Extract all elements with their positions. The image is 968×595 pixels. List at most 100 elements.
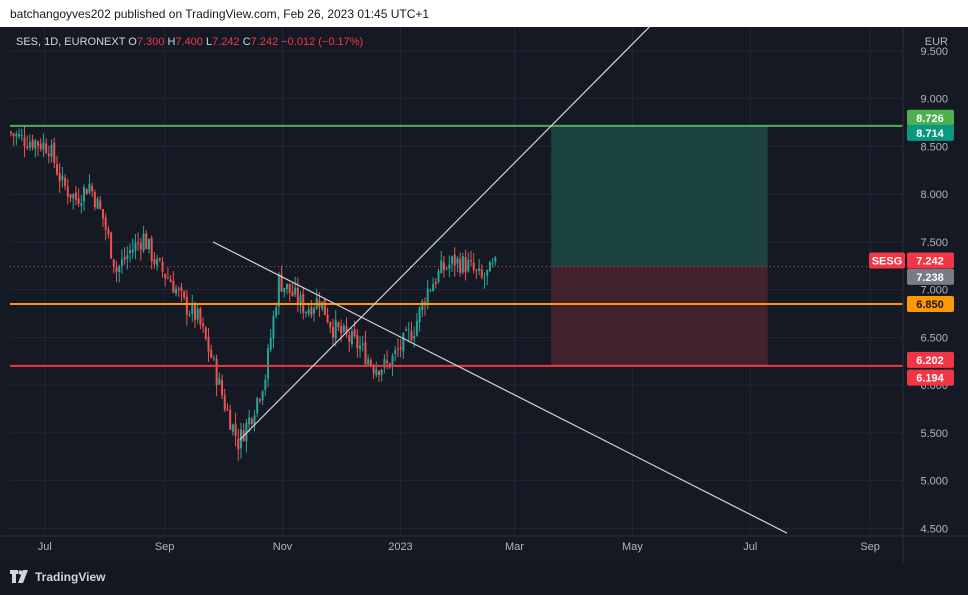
- price-labels: 8.726 8.714 7.242 SESG 7.238 6.850 6.202 6.194: [869, 109, 954, 386]
- candle-body: [212, 357, 215, 359]
- candle-body: [120, 259, 123, 267]
- candle-body: [126, 255, 129, 259]
- candle-body: [329, 322, 332, 328]
- candle-body: [396, 348, 399, 350]
- candle-body: [107, 228, 110, 235]
- trend-line: [212, 241, 788, 534]
- candle-body: [261, 391, 264, 401]
- candle-body: [375, 369, 378, 376]
- candle-body: [326, 314, 329, 323]
- candle-body: [386, 360, 389, 364]
- candle-body: [369, 360, 372, 366]
- candle-body: [191, 303, 194, 314]
- candle-body: [183, 291, 186, 298]
- candle-body: [64, 177, 67, 187]
- candle-body: [61, 175, 64, 181]
- tradingview-brand[interactable]: TradingView: [10, 570, 105, 584]
- y-tick-label: 8.500: [920, 141, 948, 153]
- candle-body: [164, 274, 167, 278]
- candle-body: [372, 366, 375, 374]
- close-label: C: [242, 36, 251, 48]
- candle-body: [169, 279, 172, 283]
- candle-body: [88, 183, 91, 193]
- candle-body: [426, 288, 429, 306]
- candle-body: [491, 263, 494, 265]
- price-axis[interactable]: 4.5005.0005.5006.0006.5007.0007.5008.000…: [902, 27, 948, 563]
- candle-body: [204, 327, 207, 339]
- candle-body: [74, 192, 77, 200]
- price-label-box: [907, 351, 954, 368]
- candle-body: [177, 288, 180, 290]
- publish-info: batchangoyves202 published on TradingVie…: [10, 7, 430, 21]
- candle-body: [364, 342, 367, 365]
- candle-body: [250, 418, 253, 424]
- price-label-text: 6.850: [916, 299, 944, 311]
- candle-body: [434, 281, 437, 284]
- candle-body: [218, 378, 221, 385]
- candle-body: [245, 422, 248, 442]
- candle-body: [26, 146, 29, 148]
- price-label-text: 7.242: [916, 256, 944, 268]
- price-label-box: [907, 124, 954, 141]
- candle-body: [410, 330, 413, 341]
- candle-body: [215, 358, 218, 385]
- candle-body: [418, 307, 421, 323]
- candle-body: [166, 277, 169, 279]
- candle-body: [429, 290, 432, 292]
- candle-body: [223, 395, 226, 410]
- candle-body: [472, 262, 475, 271]
- candle-body: [129, 250, 132, 253]
- candle-body: [101, 209, 104, 219]
- grid-lines: [10, 27, 903, 536]
- y-tick-label: 9.000: [920, 94, 948, 106]
- y-tick-label: 6.500: [920, 332, 948, 344]
- candle-body: [337, 322, 340, 328]
- candle-body: [134, 242, 137, 251]
- candle-body: [175, 288, 178, 294]
- candle-body: [280, 274, 283, 292]
- candle-body: [342, 325, 345, 332]
- candle-body: [478, 268, 481, 271]
- candle-body: [158, 258, 161, 261]
- candle-body: [72, 194, 75, 199]
- candle-body: [494, 257, 497, 263]
- trend-lines: [212, 27, 788, 534]
- candle-body: [442, 262, 445, 271]
- candle-body: [234, 423, 237, 437]
- candle-body: [453, 254, 456, 266]
- candle-body: [153, 258, 156, 265]
- candle-body: [199, 308, 202, 325]
- candle-body: [226, 408, 229, 411]
- chart-canvas[interactable]: [0, 27, 968, 563]
- change-value: −0.012 (−0.17%): [281, 36, 364, 48]
- candle-body: [267, 348, 270, 379]
- price-label-box: [907, 369, 954, 386]
- candle-body: [334, 320, 337, 339]
- candle-body: [283, 287, 286, 293]
- candle-body: [359, 345, 362, 350]
- time-axis[interactable]: Jul Sep Nov 2023 Mar May Jul Sep: [0, 535, 968, 553]
- price-label-box: [907, 109, 954, 126]
- candle-body: [256, 397, 259, 414]
- candle-body: [310, 307, 313, 316]
- candle-body: [77, 198, 80, 204]
- candle-body: [31, 139, 34, 148]
- x-tick-label: Jul: [38, 541, 52, 553]
- x-tick-label: Mar: [505, 541, 524, 553]
- target-zone: [551, 125, 768, 267]
- candle-body: [399, 347, 402, 350]
- symbol-name: SES, 1D, EURONEXT: [16, 36, 126, 48]
- candle-body: [180, 287, 183, 292]
- candle-body: [172, 280, 175, 293]
- candle-body: [294, 287, 297, 295]
- candle-body: [321, 301, 324, 310]
- candle-body: [285, 283, 288, 289]
- price-label-text: 8.726: [916, 113, 944, 125]
- price-chart[interactable]: 4.5005.0005.5006.0006.5007.0007.5008.000…: [0, 27, 968, 563]
- candle-body: [377, 370, 380, 376]
- candle-body: [137, 242, 140, 244]
- candle-body: [147, 238, 150, 250]
- candle-body: [83, 186, 86, 202]
- candle-body: [340, 326, 343, 334]
